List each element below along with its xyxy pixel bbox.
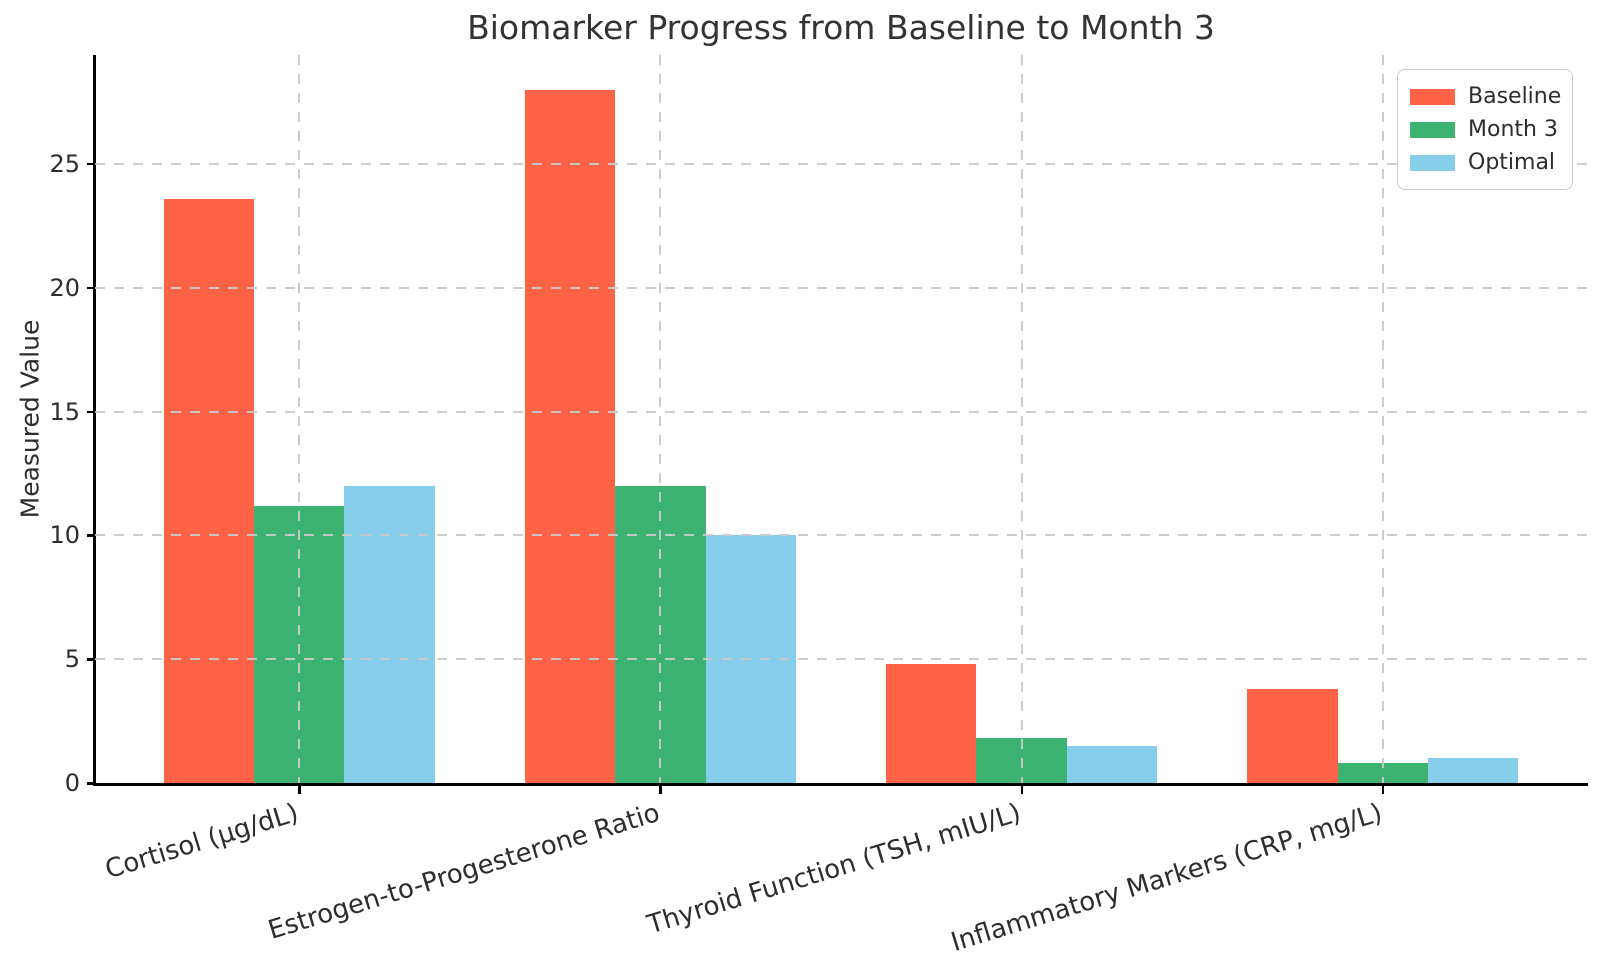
y-tick-label: 15	[49, 397, 80, 426]
y-tick-mark	[87, 534, 95, 537]
legend: Baseline Month 3 Optimal	[1397, 69, 1573, 190]
bar-baseline	[524, 89, 616, 783]
y-tick-mark	[87, 162, 95, 166]
x-tick-label: Thyroid Function (TSH, mIU/L)	[643, 798, 1025, 941]
gridline-horizontal	[95, 410, 1587, 413]
x-tick-mark	[1020, 786, 1024, 794]
legend-item: Baseline	[1410, 80, 1562, 113]
gridline-horizontal	[95, 534, 1587, 537]
y-tick-label: 0	[64, 769, 80, 797]
gridline-horizontal	[95, 658, 1587, 661]
gridline-vertical	[298, 55, 301, 783]
bar-optimal	[1066, 745, 1158, 783]
legend-label: Optimal	[1468, 150, 1556, 175]
legend-swatch	[1410, 88, 1455, 105]
x-tick-mark	[659, 786, 662, 794]
y-axis-spine	[93, 55, 96, 785]
chart-title: Biomarker Progress from Baseline to Mont…	[467, 8, 1215, 47]
x-tick-mark	[298, 786, 301, 794]
legend-item: Optimal	[1410, 146, 1560, 179]
legend-label: Baseline	[1468, 84, 1562, 109]
y-tick-mark	[87, 658, 95, 661]
y-tick-mark	[87, 410, 95, 414]
bar-optimal	[344, 485, 435, 783]
y-tick-label: 25	[49, 149, 80, 178]
y-tick-label: 5	[64, 645, 80, 674]
bar-baseline	[163, 198, 254, 783]
y-tick-label: 20	[49, 273, 80, 302]
y-tick-mark	[87, 782, 95, 785]
y-tick-mark	[87, 286, 95, 290]
gridline-horizontal	[95, 162, 1587, 165]
plot-area	[93, 55, 1588, 786]
legend-swatch	[1410, 154, 1455, 171]
bar-optimal	[1428, 758, 1519, 783]
bar-baseline	[1247, 688, 1338, 783]
x-tick-mark	[1381, 786, 1385, 794]
x-axis-spine	[93, 783, 1588, 786]
x-tick-label: Estrogen-to-Progesterone Ratio	[264, 798, 664, 946]
gridline-vertical	[1381, 55, 1384, 783]
gridline-horizontal	[95, 286, 1587, 289]
legend-item: Month 3	[1410, 113, 1560, 146]
x-tick-label: Cortisol (µg/dL)	[101, 798, 302, 886]
legend-swatch	[1410, 121, 1455, 138]
gridline-vertical	[659, 55, 662, 783]
bar-baseline	[886, 664, 977, 783]
y-tick-label: 10	[49, 521, 80, 550]
gridline-vertical	[1020, 55, 1023, 783]
legend-label: Month 3	[1468, 117, 1558, 142]
